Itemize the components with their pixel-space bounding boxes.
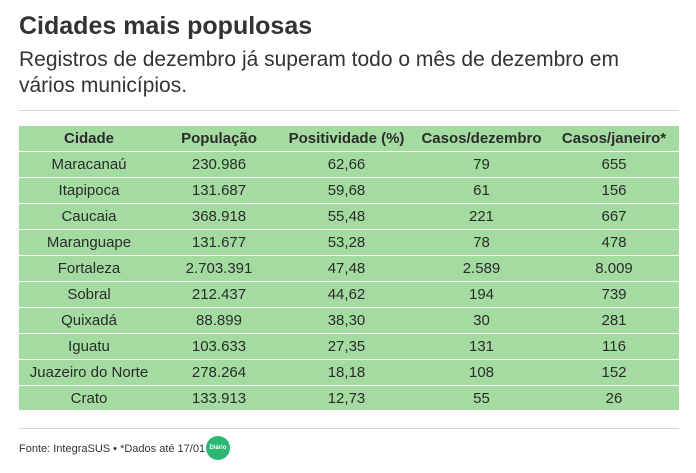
diario-logo-icon: Diário	[206, 436, 230, 460]
table-row: Itapipoca 131.687 59,68 61 156	[19, 177, 679, 204]
table-cell: 26	[605, 390, 623, 407]
table-cell: Quixadá	[19, 307, 159, 334]
table-cell: Iguatu	[19, 333, 159, 360]
table-cell: 667	[549, 203, 679, 230]
table-cell: 156	[549, 177, 679, 204]
column-header: Casos/janeiro*	[549, 126, 679, 152]
table-cell: 55	[473, 390, 490, 407]
table-row: Sobral 212.437 44,62 194 739	[19, 281, 679, 308]
table-cell: 368.918	[159, 203, 279, 230]
chart-title: Cidades mais populosas	[19, 12, 313, 40]
table-cell: 12,73	[327, 390, 366, 407]
table-row: Quixadá 88.899 38,30 30 281	[19, 307, 679, 334]
table-cell: 655	[549, 151, 679, 178]
column-header: Casos/dezembro	[414, 126, 549, 152]
table-cell: 59,68	[279, 177, 414, 204]
table-cell: 62,66	[279, 151, 414, 178]
table-row: Caucaia 368.918 55,48 221 667	[19, 203, 679, 230]
table-cell: 30	[414, 307, 549, 334]
table-cell: 2.703.391	[159, 255, 279, 282]
table-cell: 88.899	[159, 307, 279, 334]
table-cell: Sobral	[19, 281, 159, 308]
table-header-row: Cidade População Positividade (%) Casos/dez…	[19, 126, 679, 152]
table-row: Maranguape 131.677 53,28 78 478	[19, 229, 679, 256]
table-cell: 281	[549, 307, 679, 334]
table-cell: 133.913	[191, 390, 247, 407]
table-cell: 27,35	[279, 333, 414, 360]
table-row: Crato 133.913 12,73 55 26	[19, 386, 679, 412]
table-cell: Juazeiro do Norte	[19, 359, 159, 386]
table-cell: 38,30	[279, 307, 414, 334]
table-cell: Caucaia	[19, 203, 159, 230]
table-cell: 53,28	[279, 229, 414, 256]
table-cell: 55,48	[279, 203, 414, 230]
table-row: Iguatu 103.633 27,35 131 116	[19, 333, 679, 360]
table-cell: 194	[414, 281, 549, 308]
column-header: Positividade (%)	[279, 126, 414, 152]
table-cell: 44,62	[279, 281, 414, 308]
table-cell: 116	[549, 333, 679, 360]
table-cell: Crato	[70, 390, 108, 407]
table-cell: 278.264	[159, 359, 279, 386]
table-row: Fortaleza 2.703.391 47,48 2.589 8.009	[19, 255, 679, 282]
table-cell: 131.687	[159, 177, 279, 204]
table-body: Maracanaú 230.986 62,66 79 655 Itapipoca 131.6…	[19, 151, 679, 412]
table-cell: 79	[414, 151, 549, 178]
table-cell: 131.677	[159, 229, 279, 256]
table-cell: 131	[414, 333, 549, 360]
table-cell: Maranguape	[19, 229, 159, 256]
column-header: Cidade	[19, 126, 159, 152]
table-cell: Maracanaú	[19, 151, 159, 178]
table-cell: 478	[549, 229, 679, 256]
bottom-divider	[19, 428, 679, 429]
table-cell: 61	[414, 177, 549, 204]
column-header: População	[159, 126, 279, 152]
table-row: Maracanaú 230.986 62,66 79 655	[19, 151, 679, 178]
table-cell: 108	[414, 359, 549, 386]
table-cell: 230.986	[159, 151, 279, 178]
table-cell: 8.009	[549, 255, 679, 282]
top-divider	[19, 110, 679, 111]
table-cell: Fortaleza	[19, 255, 159, 282]
table-row: Juazeiro do Norte 278.264 18,18 108 152	[19, 359, 679, 386]
table-cell: 221	[414, 203, 549, 230]
table-cell: 78	[414, 229, 549, 256]
table-cell: 739	[549, 281, 679, 308]
table-cell: 18,18	[279, 359, 414, 386]
table-cell: 47,48	[279, 255, 414, 282]
table-cell: Itapipoca	[19, 177, 159, 204]
source-note: Fonte: IntegraSUS • *Dados até 17/01	[19, 443, 206, 455]
table-cell: 212.437	[159, 281, 279, 308]
data-table-container: Cidade População Positividade (%) Casos/dez…	[19, 126, 679, 410]
data-table: Cidade População Positividade (%) Casos/dez…	[19, 126, 679, 411]
logo-text: Diário	[209, 445, 227, 451]
table-cell: 152	[549, 359, 679, 386]
chart-subtitle: Registros de dezembro já superam todo o …	[19, 48, 619, 97]
table-cell: 2.589	[414, 255, 549, 282]
table-cell: 103.633	[159, 333, 279, 360]
